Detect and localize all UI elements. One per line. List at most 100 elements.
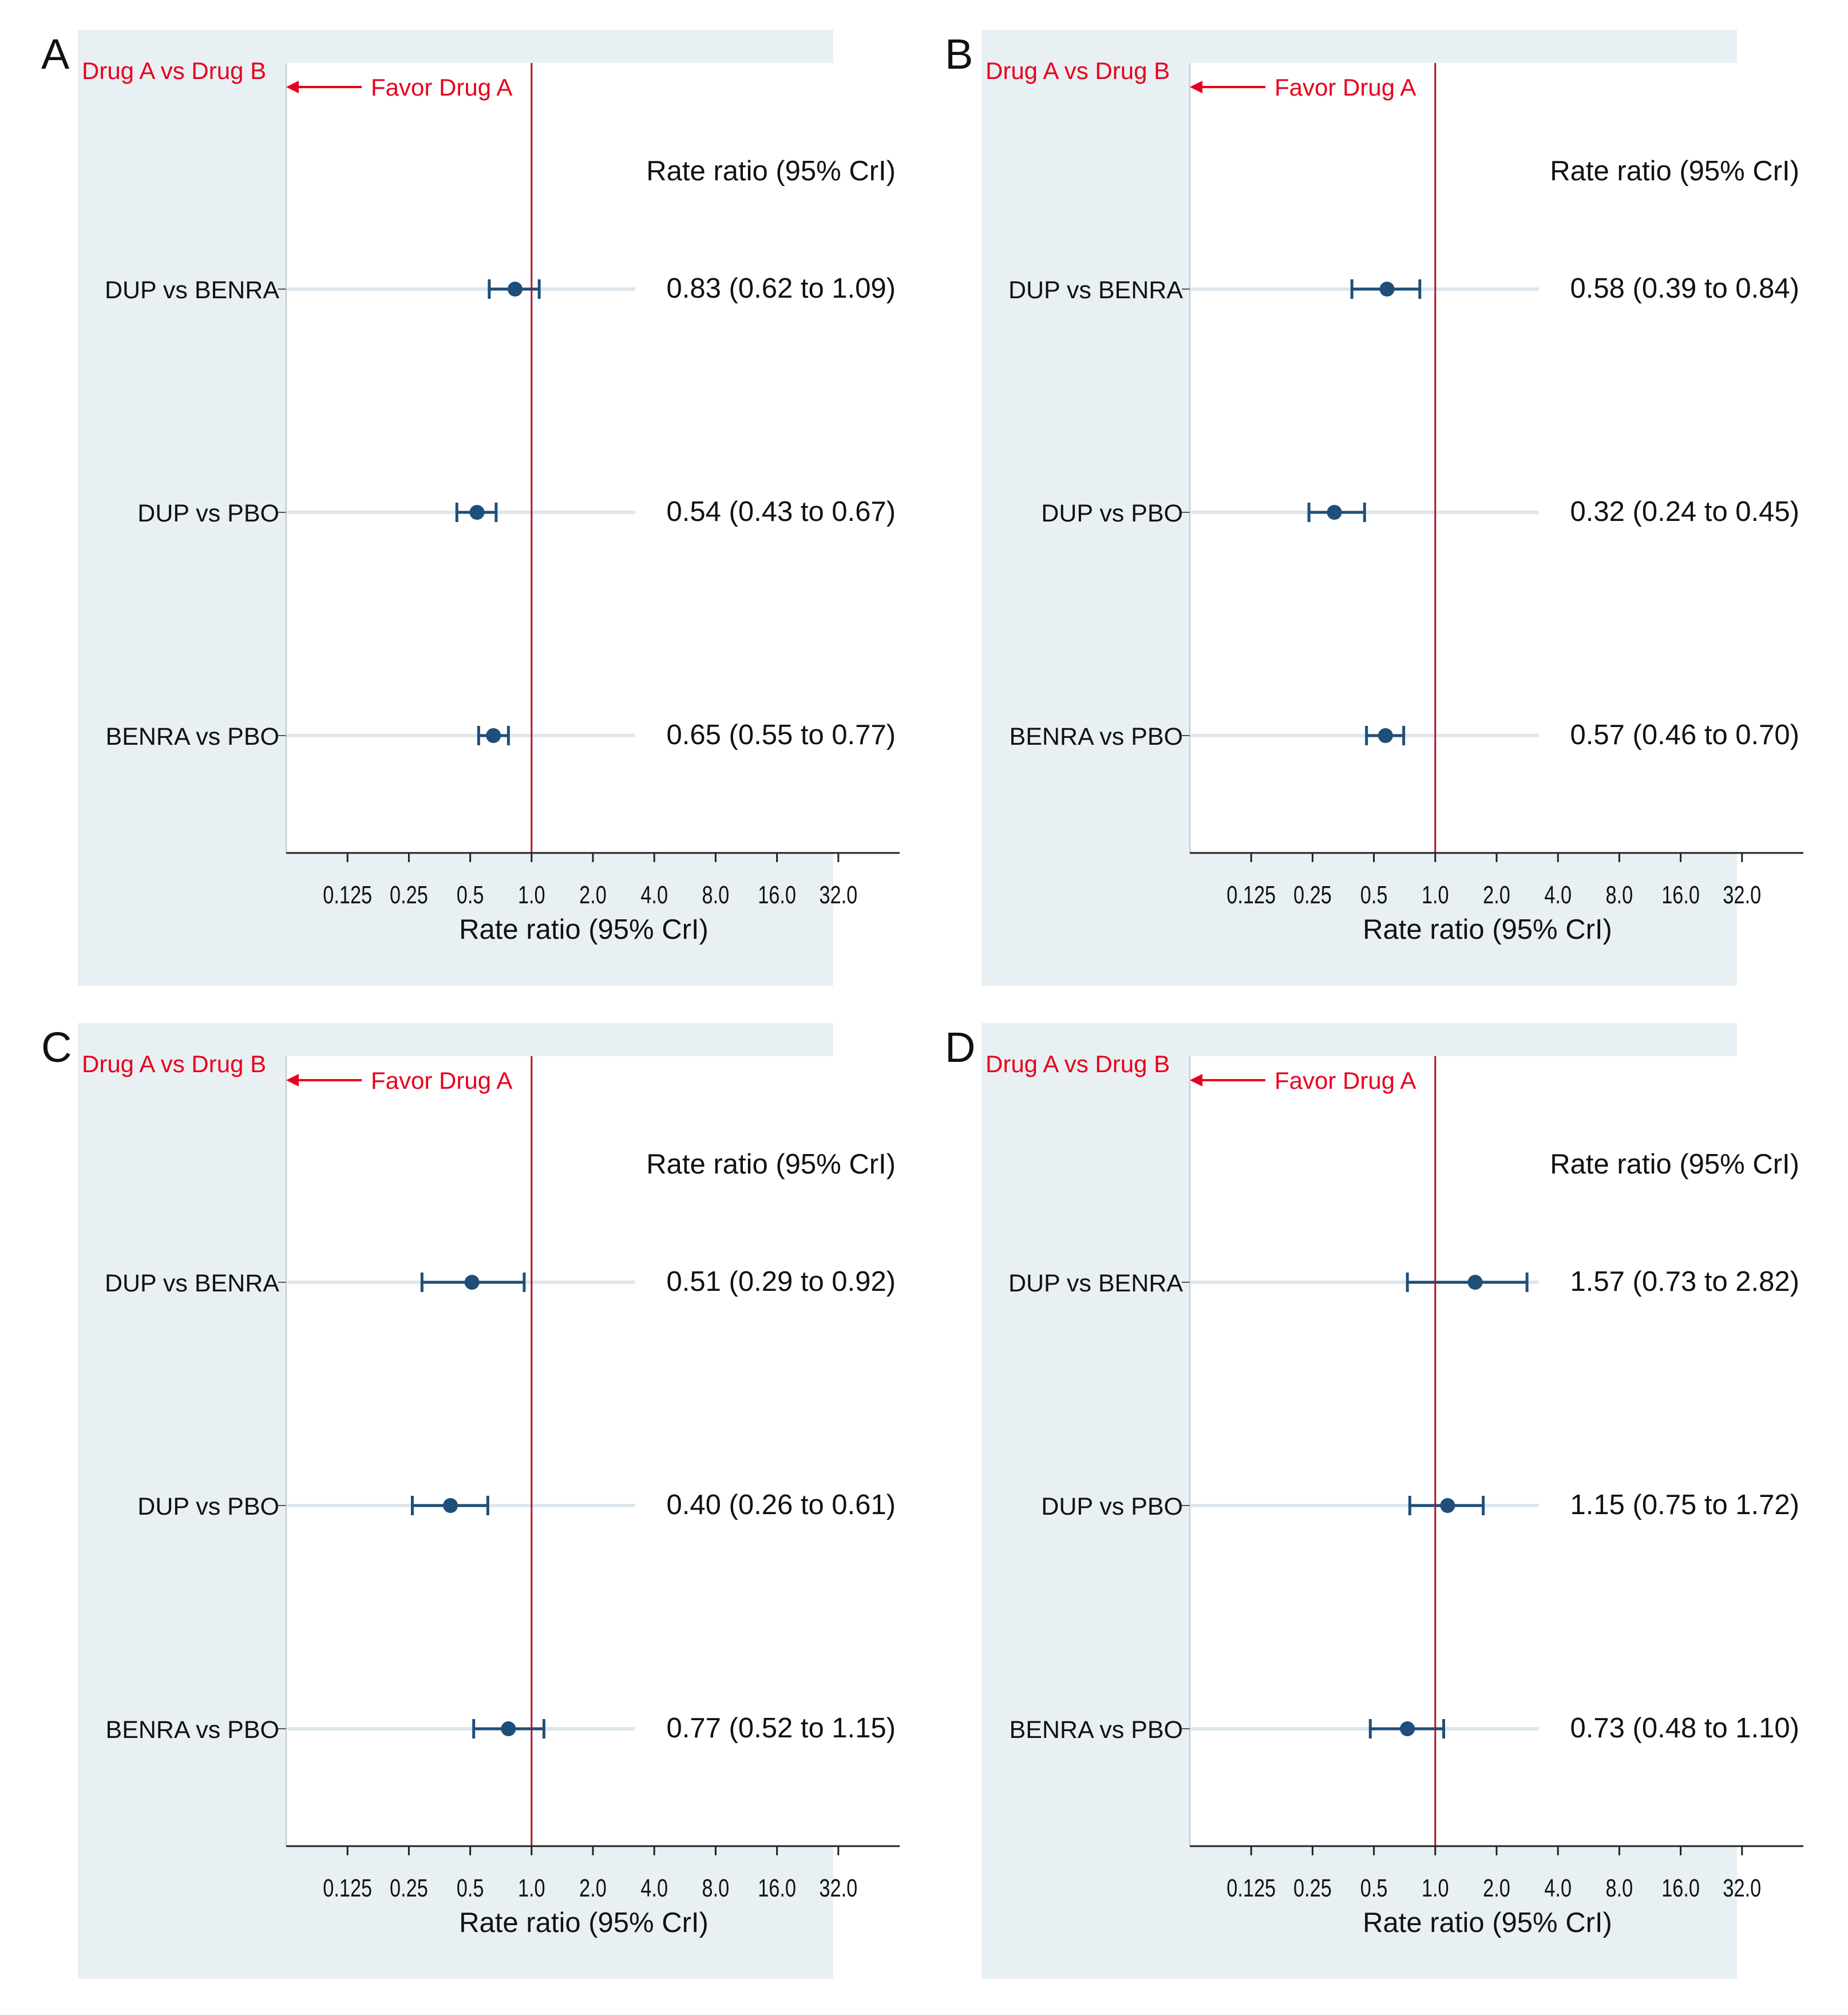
forest-plot-b: Drug A vs Drug B Favor Drug A Rate ratio (… [982,30,1803,986]
column-title: Rate ratio (95% CrI) [646,156,896,187]
x-tick-label: 16.0 [1661,1874,1700,1902]
x-tick-label: 32.0 [819,1874,857,1902]
favor-arrow-head [1190,81,1202,93]
estimate-text: 0.65 (0.55 to 0.77) [667,720,896,750]
favor-arrow-head [286,1074,299,1086]
plot-area [286,1056,900,1846]
point-estimate [1440,1498,1455,1513]
x-axis-title: Rate ratio (95% CrI) [1363,1907,1612,1938]
estimate-text: 0.83 (0.62 to 1.09) [667,273,896,304]
x-tick-label: 4.0 [640,881,668,909]
estimate-text: 0.54 (0.43 to 0.67) [667,496,896,527]
column-title: Rate ratio (95% CrI) [646,1149,896,1180]
panel-label: B [945,30,974,78]
x-tick-label: 0.25 [1293,1874,1332,1902]
x-tick-label: 1.0 [1422,1874,1449,1902]
forest-panel-a: A Drug A vs Drug B Favor Drug A Rate ratio… [0,0,900,986]
x-tick-label: 0.25 [390,881,428,909]
panel-label: C [41,1024,72,1071]
row-label: DUP vs PBO [1041,500,1183,527]
estimate-text: 0.51 (0.29 to 0.92) [667,1266,896,1297]
panel-label: A [41,30,70,78]
x-tick-label: 2.0 [1483,1874,1510,1902]
x-tick-label: 2.0 [579,881,607,909]
panel-label: D [945,1024,976,1071]
x-tick-label: 8.0 [702,1874,730,1902]
x-tick-label: 4.0 [640,1874,668,1902]
x-axis-title: Rate ratio (95% CrI) [459,914,709,945]
x-tick-label: 32.0 [1723,1874,1761,1902]
header-label: Drug A vs Drug B [986,57,1170,84]
point-estimate [501,1721,516,1736]
estimate-text: 1.57 (0.73 to 2.82) [1570,1266,1799,1297]
forest-plot-a: Drug A vs Drug B Favor Drug A Rate ratio (… [78,30,900,986]
x-tick-label: 16.0 [758,881,796,909]
header-label: Drug A vs Drug B [82,1050,266,1077]
x-tick-label: 8.0 [1606,881,1633,909]
point-estimate [443,1498,458,1513]
forest-panel-b: B Drug A vs Drug B Favor Drug A Rate ratio… [904,0,1803,986]
estimate-text: 0.40 (0.26 to 0.61) [667,1489,896,1520]
estimate-text: 0.58 (0.39 to 0.84) [1570,273,1799,304]
point-estimate [1379,282,1395,297]
x-tick-label: 8.0 [702,881,730,909]
x-tick-label: 1.0 [518,881,545,909]
estimate-text: 1.15 (0.75 to 1.72) [1570,1489,1799,1520]
point-estimate [1400,1721,1415,1736]
column-title: Rate ratio (95% CrI) [1550,1149,1799,1180]
point-estimate [1378,728,1393,743]
row-label: DUP vs PBO [137,500,279,527]
x-tick-label: 0.125 [323,881,372,909]
row-label: DUP vs BENRA [105,1270,279,1297]
row-label: BENRA vs PBO [106,723,279,750]
column-title: Rate ratio (95% CrI) [1550,156,1799,187]
x-tick-label: 32.0 [1723,881,1761,909]
estimate-text: 0.73 (0.48 to 1.10) [1570,1713,1799,1744]
x-tick-label: 0.5 [457,1874,484,1902]
point-estimate [507,282,523,297]
forest-plot-c: Drug A vs Drug B Favor Drug A Rate ratio (… [78,1023,900,1979]
x-tick-label: 16.0 [758,1874,796,1902]
x-tick-label: 0.125 [1226,881,1276,909]
x-tick-label: 4.0 [1544,1874,1572,1902]
x-tick-label: 0.5 [1360,881,1388,909]
x-tick-label: 32.0 [819,881,857,909]
favor-arrow-head [1190,1074,1202,1086]
favor-arrow-head [286,81,299,93]
x-tick-label: 0.5 [457,881,484,909]
row-label: DUP vs PBO [137,1493,279,1520]
point-estimate [1327,505,1342,520]
estimate-text: 0.77 (0.52 to 1.15) [667,1713,896,1744]
plot-area [1190,1056,1803,1846]
row-label: DUP vs BENRA [1008,1270,1183,1297]
row-label: BENRA vs PBO [1010,1716,1183,1744]
favor-label: Favor Drug A [371,74,512,101]
row-label: BENRA vs PBO [106,1716,279,1744]
x-tick-label: 16.0 [1661,881,1700,909]
favor-label: Favor Drug A [371,1067,512,1094]
x-axis-title: Rate ratio (95% CrI) [1363,914,1612,945]
header-label: Drug A vs Drug B [986,1050,1170,1077]
header-label: Drug A vs Drug B [82,57,266,84]
x-tick-label: 1.0 [518,1874,545,1902]
row-label: DUP vs BENRA [1008,276,1183,304]
x-tick-label: 0.25 [1293,881,1332,909]
x-tick-label: 0.125 [1226,1874,1276,1902]
x-tick-label: 2.0 [579,1874,607,1902]
plot-area [286,63,900,853]
x-tick-label: 0.25 [390,1874,428,1902]
x-tick-label: 0.5 [1360,1874,1388,1902]
point-estimate [469,505,485,520]
estimate-text: 0.57 (0.46 to 0.70) [1570,720,1799,750]
x-tick-label: 1.0 [1422,881,1449,909]
estimate-text: 0.32 (0.24 to 0.45) [1570,496,1799,527]
forest-panel-d: D Drug A vs Drug B Favor Drug A Rate ratio… [904,993,1803,1979]
point-estimate [464,1275,480,1290]
row-label: DUP vs BENRA [105,276,279,304]
row-label: BENRA vs PBO [1010,723,1183,750]
x-tick-label: 4.0 [1544,881,1572,909]
favor-label: Favor Drug A [1275,1067,1416,1094]
x-tick-label: 8.0 [1606,1874,1633,1902]
favor-label: Favor Drug A [1275,74,1416,101]
point-estimate [1467,1275,1483,1290]
